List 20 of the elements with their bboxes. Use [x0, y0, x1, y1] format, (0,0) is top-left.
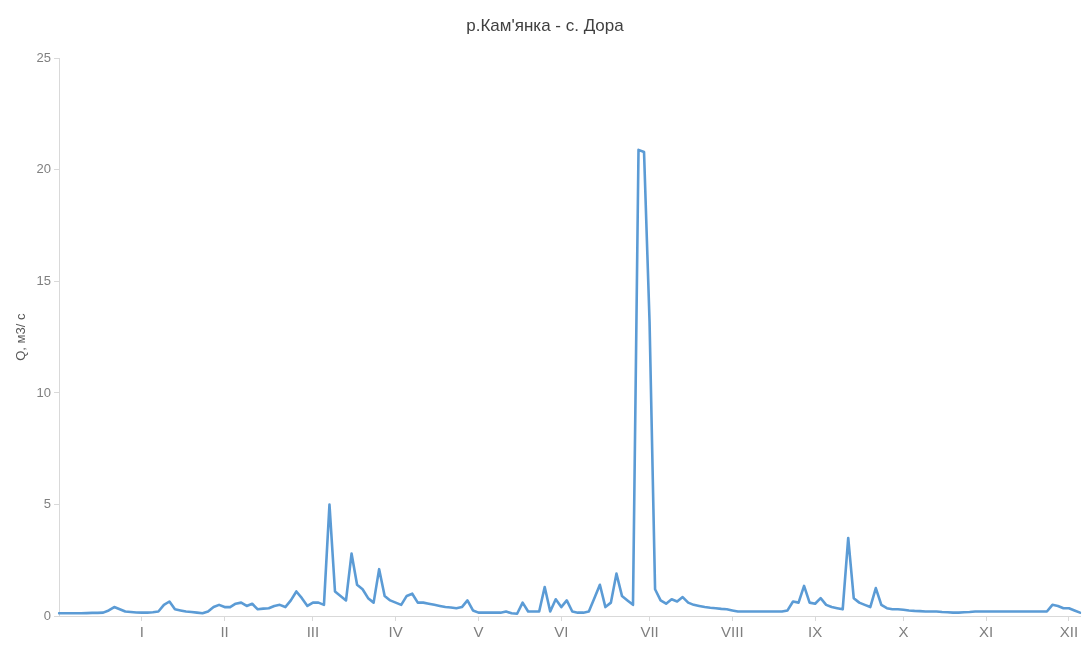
- x-tick-label: X: [898, 623, 909, 641]
- x-tick-label: VI: [554, 623, 569, 641]
- y-axis-title: Q, м3/ с: [13, 313, 29, 361]
- x-tick-label: IV: [388, 623, 403, 641]
- x-tick-label: VIII: [721, 623, 744, 641]
- y-tick-label: 15: [36, 273, 52, 289]
- x-tick-label: VII: [640, 623, 659, 641]
- x-tick-label: II: [220, 623, 229, 641]
- y-tick-label: 20: [36, 161, 52, 177]
- x-tick-label: IX: [808, 623, 823, 641]
- y-tick-label: 10: [36, 384, 52, 400]
- x-tick-label: XII: [1059, 623, 1079, 641]
- y-tick-label: 0: [43, 607, 52, 623]
- x-tick-label: I: [139, 623, 144, 641]
- y-tick-label: 5: [43, 496, 52, 512]
- x-tick-label: V: [473, 623, 484, 641]
- chart-title: р.Кам'янка - с. Дора: [466, 15, 625, 35]
- x-tick-label: XI: [979, 623, 994, 641]
- x-tick-label: III: [306, 623, 320, 641]
- y-tick-label: 25: [36, 49, 52, 65]
